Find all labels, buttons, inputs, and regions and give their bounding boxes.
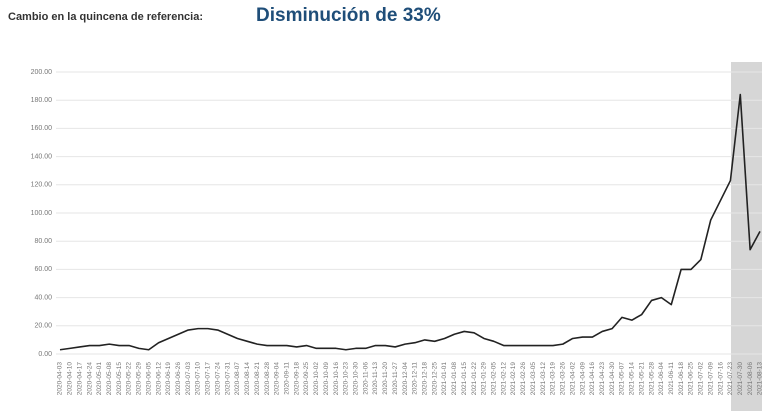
x-tick-label: 2020-09-18 [293, 362, 300, 396]
x-tick-label: 2021-05-28 [648, 362, 655, 396]
header-label: Cambio en la quincena de referencia: [8, 11, 203, 23]
x-tick-label: 2020-11-06 [362, 362, 369, 395]
x-tick-label: 2021-01-08 [451, 362, 458, 396]
x-tick-label: 2021-06-11 [668, 362, 675, 395]
headline: Disminución de 33% [256, 5, 441, 26]
x-tick-label: 2020-11-27 [392, 362, 399, 395]
x-tick-label: 2021-06-04 [658, 362, 665, 396]
y-tick-label: 80.00 [34, 238, 52, 245]
x-tick-label: 2020-07-17 [205, 362, 212, 396]
y-tick-label: 40.00 [34, 294, 52, 301]
x-tick-label: 2021-01-15 [461, 362, 468, 396]
x-tick-label: 2020-09-11 [283, 362, 290, 395]
x-tick-label: 2020-07-10 [195, 362, 202, 396]
x-tick-label: 2021-03-19 [550, 362, 557, 396]
y-tick-label: 200.00 [31, 69, 53, 76]
x-tick-label: 2021-07-30 [737, 362, 744, 396]
x-tick-label: 2021-01-01 [441, 362, 448, 396]
x-tick-label: 2021-06-25 [688, 362, 695, 396]
x-tick-label: 2021-07-02 [698, 362, 705, 396]
x-tick-label: 2020-04-03 [57, 362, 64, 396]
x-tick-label: 2020-08-28 [264, 362, 271, 396]
x-tick-label: 2020-08-21 [254, 362, 261, 396]
y-tick-label: 140.00 [31, 153, 53, 160]
x-tick-label: 2020-10-09 [323, 362, 330, 396]
x-tick-label: 2021-05-14 [629, 362, 636, 396]
x-tick-label: 2021-08-13 [757, 362, 764, 396]
x-tick-label: 2021-03-05 [530, 362, 537, 396]
x-tick-label: 2020-10-30 [352, 362, 359, 396]
x-tick-label: 2020-06-19 [165, 362, 172, 396]
x-tick-label: 2020-04-17 [76, 362, 83, 396]
x-tick-label: 2021-02-05 [491, 362, 498, 396]
x-tick-label: 2020-06-12 [155, 362, 162, 396]
x-tick-label: 2020-09-04 [274, 362, 281, 396]
x-tick-label: 2020-12-25 [431, 362, 438, 396]
x-tick-label: 2021-04-23 [599, 362, 606, 396]
line [59, 93, 761, 351]
x-tick-label: 2021-04-16 [589, 362, 596, 396]
x-tick-label: 2020-04-24 [86, 362, 93, 396]
y-tick-label: 100.00 [31, 210, 53, 217]
x-tick-label: 2021-01-22 [471, 362, 478, 396]
x-tick-label: 2021-02-19 [510, 362, 517, 396]
x-tick-label: 2021-03-26 [560, 362, 567, 396]
x-tick-label: 2021-04-02 [569, 362, 576, 396]
x-tick-label: 2020-05-22 [126, 362, 133, 396]
x-tick-label: 2020-06-05 [145, 362, 152, 396]
x-tick-label: 2020-12-18 [422, 362, 429, 396]
x-tick-label: 2020-07-31 [224, 362, 231, 396]
y-tick-label: 160.00 [31, 125, 53, 132]
x-tick-label: 2020-05-08 [106, 362, 113, 396]
x-tick-label: 2020-07-03 [185, 362, 192, 396]
x-tick-label: 2020-10-02 [313, 362, 320, 396]
x-tick-label: 2021-01-29 [481, 362, 488, 396]
y-tick-label: 20.00 [34, 323, 52, 330]
x-tick-label: 2020-04-10 [67, 362, 74, 396]
x-tick-label: 2020-12-04 [402, 362, 409, 396]
x-tick-label: 2020-08-14 [244, 362, 251, 396]
x-tick-label: 2021-04-30 [609, 362, 616, 396]
x-tick-label: 2020-06-26 [175, 362, 182, 396]
x-tick-label: 2021-05-07 [619, 362, 626, 396]
x-tick-label: 2020-10-23 [343, 362, 350, 396]
x-tick-label: 2021-07-09 [707, 362, 714, 396]
y-tick-label: 60.00 [34, 266, 52, 273]
x-tick-label: 2021-04-09 [579, 362, 586, 396]
x-tick-label: 2020-10-16 [333, 362, 340, 396]
x-tick-label: 2020-11-20 [382, 362, 389, 395]
x-tick-label: 2021-02-26 [520, 362, 527, 396]
x-tick-label: 2020-07-24 [214, 362, 221, 396]
y-tick-label: 0.00 [38, 351, 52, 358]
y-tick-label: 120.00 [31, 182, 53, 189]
x-tick-label: 2020-08-07 [234, 362, 241, 396]
y-tick-label: 180.00 [31, 97, 53, 104]
x-tick-label: 2021-07-23 [727, 362, 734, 396]
x-tick-label: 2020-11-13 [372, 362, 379, 395]
x-tick-label: 2020-05-29 [136, 362, 143, 396]
x-tick-label: 2020-09-25 [303, 362, 310, 396]
x-tick-label: 2020-05-15 [116, 362, 123, 396]
x-tick-label: 2021-07-16 [717, 362, 724, 396]
x-tick-label: 2021-03-12 [540, 362, 547, 396]
x-tick-label: 2020-05-01 [96, 362, 103, 396]
x-tick-label: 2021-06-18 [678, 362, 685, 396]
x-tick-label: 2021-02-12 [500, 362, 507, 396]
x-tick-label: 2020-12-11 [412, 362, 419, 395]
x-tick-label: 2021-05-21 [638, 362, 645, 396]
x-tick-label: 2021-08-06 [747, 362, 754, 396]
